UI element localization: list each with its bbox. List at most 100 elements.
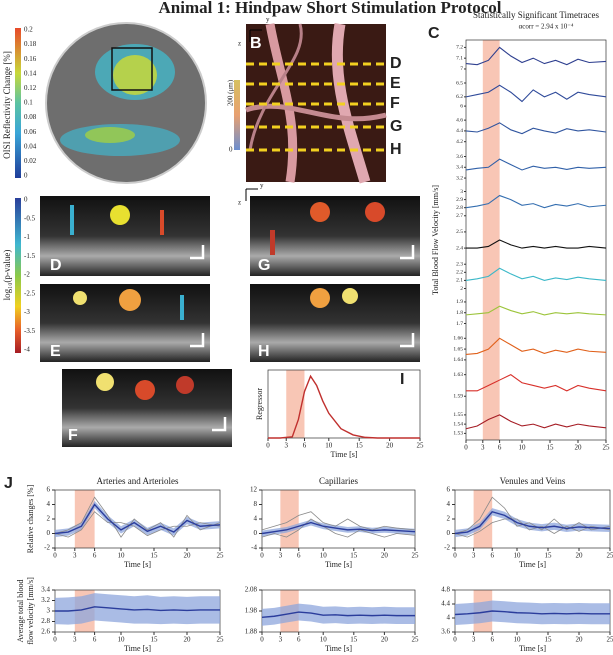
y-tick-label: 2.5 [456,229,463,235]
colorbar-tick-label: 0 [24,196,28,204]
y-tick-label: 1.7 [456,321,463,327]
y-tick-label: 1.9 [456,299,463,305]
series-line [465,194,607,209]
x-tick-label: 15 [350,552,358,560]
colorbar-label: OISI Reflectivity Change [%] [2,51,12,159]
panel-letter: A [50,29,62,46]
x-tick-label: 15 [545,552,553,560]
oct-images [40,188,420,447]
x-tick-label: 20 [381,636,389,644]
x-axis-label: Time [s] [325,644,352,653]
series-line [268,374,420,439]
y-tick-label: 6 [447,486,451,494]
x-tick-label: 3 [279,636,283,644]
y-tick-label: 3.2 [41,596,50,604]
error-band [55,593,220,625]
x-tick-label: 0 [53,552,57,560]
x-axis-label: Time [s] [124,644,151,653]
x-tick-label: 6 [490,636,494,644]
x-tick-label: 0 [260,552,264,560]
x-tick-label: 6 [93,552,97,560]
x-tick-label: 0 [53,636,57,644]
y-tick-label: 4 [47,500,51,508]
y-tick-label: 2.9 [456,197,463,203]
depth-label: 200 (μm) [227,79,235,106]
y-tick-label: -2 [44,544,50,552]
x-tick-label: 3 [472,636,476,644]
y-tick-label: 6 [47,486,51,494]
x-tick-label: 25 [417,442,425,450]
panel-letter: C [428,25,440,42]
y-tick-label: 3.4 [456,165,463,171]
y-tick-label: 1.8 [456,310,463,316]
y-tick-label: 1.53 [453,431,463,437]
colorbar-tick-label: 0.16 [24,55,37,63]
y-tick-label: 0 [447,529,451,537]
slice-label: D [390,55,402,72]
chart-title: Venules and Veins [500,476,566,486]
colorbar-tick-label: 0 [24,172,28,180]
y-axis-label: Average total blood [16,580,25,643]
y-tick-label: -4 [251,544,257,552]
x-axis-label: Time [s] [519,644,546,653]
y-tick-label: 4.6 [456,117,463,123]
x-tick-label: 25 [412,636,420,644]
x-tick-label: 20 [575,444,583,452]
x-tick-label: 25 [412,552,420,560]
x-tick-label: 6 [93,636,97,644]
x-tick-label: 6 [490,552,494,560]
x-tick-label: 3 [73,552,77,560]
series-line [454,496,611,534]
y-tick-label: 1.63 [453,372,463,378]
x-tick-label: 15 [350,636,358,644]
panel-a-image [45,22,207,184]
x-tick-label: 20 [381,552,389,560]
y-tick-label: 0 [47,529,51,537]
y-tick-label: 6.5 [456,80,463,86]
y-tick-label: 1.55 [453,412,463,418]
annotation: αcorr = 2.94 x 10⁻⁴ [519,23,574,31]
x-tick-label: 25 [217,636,225,644]
y-tick-label: 2.8 [456,205,463,211]
y-tick-label: 7 [460,66,463,72]
x-tick-label: 15 [151,552,159,560]
y-tick-label: 4 [447,500,451,508]
x-tick-label: 10 [514,552,522,560]
panel-letter: B [250,35,262,52]
y-tick-label: 8 [254,500,258,508]
x-axis-label: Time [s] [330,450,357,459]
x-tick-label: 3 [73,636,77,644]
colorbar-tick-label: 0.18 [24,40,37,48]
x-tick-label: 0 [453,552,457,560]
colorbar-label: log₁₀(p-value) [2,250,12,301]
y-tick-label: 4 [447,614,451,622]
y-tick-label: -2 [444,544,450,552]
x-tick-label: 0 [260,636,264,644]
stimulus-window [286,370,305,438]
y-tick-label: 1.59 [453,394,463,400]
colorbar-tick-label: -3.5 [24,327,36,335]
colorbar-tick-label: 0.04 [24,142,37,150]
colorbar-tick-label: -3 [24,308,30,316]
colorbar-tick-label: 0.06 [24,128,37,136]
x-axis-label: Time [s] [325,560,352,569]
series-line [465,414,607,430]
panel-letter: H [258,343,270,360]
y-tick-label: 2.8 [41,617,50,625]
y-axis-label: Total Blood Flow Velocity [mm/s] [431,185,440,295]
slice-label: E [390,75,401,92]
series-line [465,84,607,103]
x-tick-label: 0 [464,444,468,452]
x-tick-label: 15 [547,444,555,452]
colorbar-tick-label: 0.2 [24,26,33,34]
y-axis-label: Relative changes [%] [26,484,35,553]
series-line [465,305,607,316]
x-tick-label: 10 [519,444,527,452]
y-tick-label: 3 [460,189,463,195]
y-tick-label: 2 [447,515,451,523]
colorbar-tick-label: -2 [24,271,30,279]
y-tick-label: 4 [254,515,258,523]
series-line [54,503,221,535]
x-tick-label: 20 [386,442,394,450]
figure-title: Animal 1: Hindpaw Short Stimulation Prot… [158,0,501,17]
